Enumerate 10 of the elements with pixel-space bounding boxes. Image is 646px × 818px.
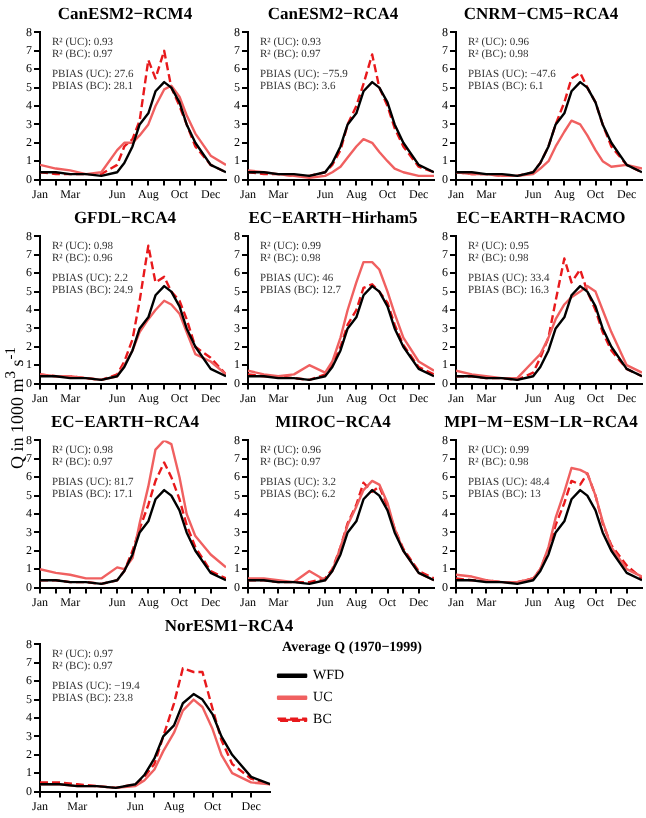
chart-title: MIROC−RCA4	[275, 410, 393, 431]
chart-title: MPI−M−ESM−LR−RCA4	[444, 410, 640, 431]
chart-title: GFDL−RCA4	[73, 206, 178, 227]
chart-title: EC−EARTH−Hirham5	[248, 206, 418, 227]
chart-title: EC−EARTH−RCA4	[50, 410, 201, 431]
chart-title: CNRM−CM5−RCA4	[463, 2, 620, 23]
chart-title: CanESM2−RCA4	[267, 2, 400, 23]
chart-title: EC−EARTH−RACMO	[456, 206, 627, 227]
chart-title: NorESM1−RCA4	[164, 614, 295, 635]
chart-title: CanESM2−RCM4	[57, 2, 194, 23]
